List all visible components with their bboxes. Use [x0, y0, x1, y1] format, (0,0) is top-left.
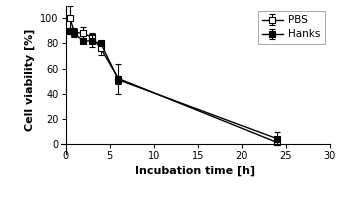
Legend: PBS, Hanks: PBS, Hanks	[258, 11, 325, 44]
Y-axis label: Cell viability [%]: Cell viability [%]	[24, 29, 35, 131]
X-axis label: Incubation time [h]: Incubation time [h]	[135, 166, 256, 176]
